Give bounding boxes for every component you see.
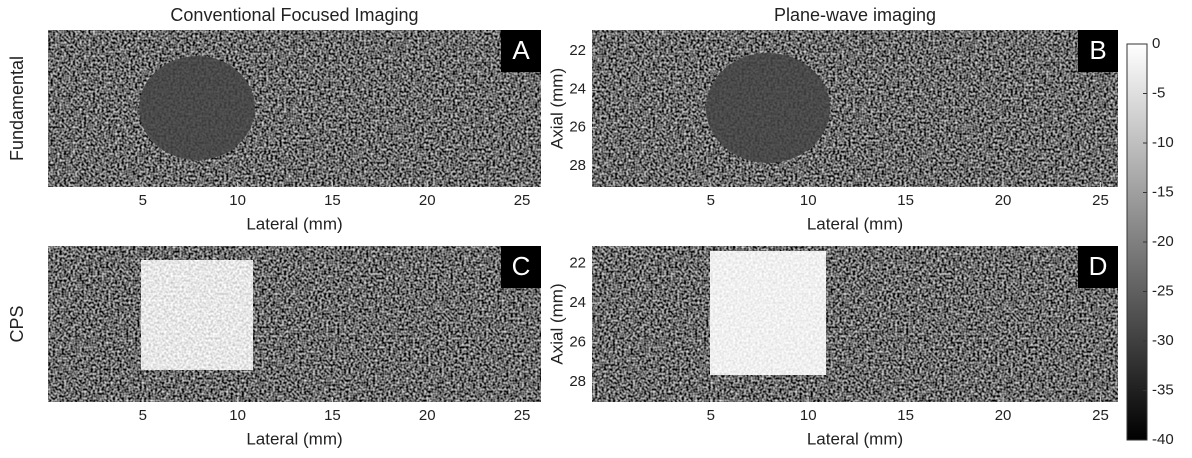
x-tick-label: 15 <box>897 192 914 209</box>
x-tick-label: 10 <box>800 192 817 209</box>
colorbar-tick-label: -15 <box>1152 183 1174 200</box>
x-tick-label: 5 <box>139 192 147 209</box>
x-tick-label: 10 <box>229 192 246 209</box>
colorbar-tick-label: -20 <box>1152 233 1174 250</box>
panel-letter-box <box>501 30 541 72</box>
column-title: Plane-wave imaging <box>774 5 936 25</box>
inclusion <box>141 260 253 370</box>
x-tick-label: 25 <box>1092 407 1109 424</box>
x-tick-label: 10 <box>229 407 246 424</box>
inclusion <box>710 251 826 375</box>
colorbar-tick-label: 0 <box>1152 35 1160 52</box>
panel-letter: A <box>512 35 530 65</box>
x-tick-label: 20 <box>419 192 436 209</box>
colorbar-tick-label: -10 <box>1152 134 1174 151</box>
x-tick-label: 20 <box>419 407 436 424</box>
y-tick-label: 28 <box>569 373 586 390</box>
speckle-image <box>48 30 541 187</box>
panel-letter-box <box>501 246 541 288</box>
x-tick-label: 5 <box>707 192 715 209</box>
colorbar-tick-label: -40 <box>1152 431 1174 448</box>
x-axis-label: Lateral (mm) <box>246 429 342 448</box>
inclusion <box>706 53 830 163</box>
x-axis-label: Lateral (mm) <box>807 429 903 448</box>
y-tick-label: 28 <box>569 157 586 174</box>
speckle-image <box>592 30 1118 187</box>
panel-letter: B <box>1089 35 1106 65</box>
colorbar-tick-label: -30 <box>1152 332 1174 349</box>
x-tick-label: 20 <box>995 407 1012 424</box>
x-tick-label: 20 <box>995 192 1012 209</box>
y-axis-label: Axial (mm) <box>547 68 566 149</box>
y-tick-label: 24 <box>569 80 586 97</box>
panel-letter: C <box>512 251 531 281</box>
speckle-image <box>48 246 541 402</box>
y-tick-label: 24 <box>569 294 586 311</box>
x-tick-label: 15 <box>324 192 341 209</box>
colorbar-tick-label: -5 <box>1152 84 1165 101</box>
inclusion <box>139 56 255 160</box>
y-tick-label: 26 <box>569 334 586 351</box>
colorbar-tick-label: -35 <box>1152 381 1174 398</box>
x-tick-label: 15 <box>324 407 341 424</box>
x-tick-label: 25 <box>514 192 531 209</box>
panel-letter-box <box>1078 246 1118 288</box>
speckle-image <box>592 246 1118 402</box>
panel-letter: D <box>1089 251 1108 281</box>
column-title: Conventional Focused Imaging <box>170 5 418 25</box>
x-tick-label: 5 <box>139 407 147 424</box>
x-tick-label: 15 <box>897 407 914 424</box>
row-label: CPS <box>7 305 27 342</box>
x-tick-label: 25 <box>1092 192 1109 209</box>
row-label: Fundamental <box>7 56 27 161</box>
x-axis-label: Lateral (mm) <box>807 214 903 233</box>
x-tick-label: 5 <box>707 407 715 424</box>
colorbar-tick-label: -25 <box>1152 282 1174 299</box>
panel-letter-box <box>1078 30 1118 72</box>
x-tick-label: 25 <box>514 407 531 424</box>
y-tick-label: 22 <box>569 255 586 272</box>
y-axis-label: Axial (mm) <box>547 283 566 364</box>
x-tick-label: 10 <box>800 407 817 424</box>
y-tick-label: 22 <box>569 42 586 59</box>
x-axis-label: Lateral (mm) <box>246 214 342 233</box>
y-tick-label: 26 <box>569 119 586 136</box>
